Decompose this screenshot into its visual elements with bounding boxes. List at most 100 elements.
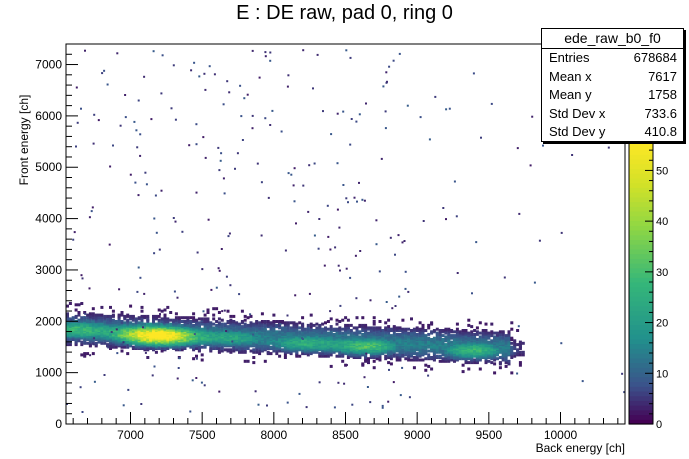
heatmap-cell — [79, 386, 82, 389]
heatmap-cell — [131, 318, 135, 322]
heatmap-cell — [222, 177, 225, 180]
heatmap-cell — [215, 323, 219, 327]
heatmap-cell — [114, 320, 118, 323]
heatmap-cell — [210, 288, 213, 291]
stats-row: Mean y 1758 — [542, 86, 683, 105]
heatmap-cell — [496, 331, 499, 335]
heatmap-cell — [80, 353, 84, 357]
heatmap-cell — [473, 335, 477, 339]
heatmap-cell — [344, 316, 348, 320]
heatmap-cell — [329, 325, 333, 329]
heatmap-cell — [298, 321, 302, 325]
heatmap-cell — [389, 357, 393, 361]
palette-step — [629, 286, 653, 293]
heatmap-cell — [140, 305, 144, 309]
y-tick-label: 1000 — [35, 366, 62, 380]
heatmap-cell — [255, 320, 259, 323]
heatmap-cell — [470, 332, 474, 336]
heatmap-cell — [498, 366, 502, 370]
heatmap-cell — [71, 338, 75, 341]
heatmap-cell — [223, 309, 226, 312]
heatmap-cell — [180, 348, 184, 352]
heatmap-cell — [232, 349, 236, 353]
heatmap-cell — [183, 320, 187, 323]
heatmap-cell — [152, 318, 155, 322]
heatmap-cell — [115, 328, 118, 331]
heatmap-cell — [521, 350, 525, 354]
heatmap-cell — [335, 327, 339, 331]
heatmap-cell — [384, 357, 388, 361]
palette-step — [629, 414, 653, 420]
heatmap-cell — [195, 318, 198, 322]
heatmap-cell — [283, 326, 287, 330]
heatmap-cell — [134, 317, 138, 321]
heatmap-cell — [272, 323, 276, 327]
heatmap-cell — [120, 320, 124, 323]
heatmap-cell — [252, 350, 256, 354]
heatmap-cell — [367, 357, 370, 361]
heatmap-cell — [166, 317, 170, 321]
heatmap-cell — [217, 311, 221, 314]
heatmap-cell — [410, 332, 413, 336]
heatmap-cell — [518, 340, 522, 344]
heatmap-cell — [143, 322, 147, 326]
heatmap-cell — [346, 326, 350, 330]
heatmap-cell — [140, 317, 144, 321]
heatmap-cell — [176, 296, 179, 299]
heatmap-cell — [94, 341, 98, 345]
heatmap-cell — [392, 381, 395, 384]
heatmap-cell — [351, 403, 354, 406]
heatmap-cell — [153, 252, 156, 255]
palette-step — [629, 390, 653, 397]
heatmap-cell — [197, 321, 201, 325]
heatmap-cell — [88, 320, 92, 323]
heatmap-cell — [200, 353, 204, 357]
heatmap-cell — [453, 356, 456, 359]
heatmap-cell — [313, 162, 316, 165]
heatmap-cell — [321, 322, 325, 326]
heatmap-cell — [401, 318, 405, 322]
heatmap-cell — [478, 321, 482, 325]
heatmap-cell — [395, 332, 399, 336]
heatmap-cell — [375, 332, 379, 336]
heatmap-cell — [392, 353, 396, 357]
heatmap-cell — [279, 323, 282, 326]
heatmap-cell — [144, 171, 147, 174]
heatmap-cell — [76, 121, 79, 124]
heatmap-cell — [464, 361, 468, 365]
heatmap-cell — [321, 334, 325, 338]
heatmap-cell — [444, 343, 448, 347]
heatmap-cell — [503, 276, 506, 279]
palette-step — [629, 419, 653, 425]
heatmap-cell — [501, 357, 505, 361]
palette-step — [629, 163, 653, 169]
heatmap-cell — [195, 322, 198, 326]
heatmap-cell — [518, 353, 522, 357]
heatmap-cell — [189, 316, 193, 320]
heatmap-cell — [131, 314, 135, 318]
heatmap-cell — [430, 330, 434, 334]
heatmap-cell — [91, 307, 95, 311]
heatmap-cell — [318, 381, 321, 384]
heatmap-cell — [356, 200, 358, 203]
heatmap-cell — [278, 320, 282, 323]
heatmap-cell — [169, 322, 173, 326]
heatmap-cell — [475, 241, 478, 244]
heatmap-cell — [493, 331, 497, 335]
heatmap-cell — [407, 327, 411, 331]
stats-row: Entries 678684 — [542, 49, 683, 68]
heatmap-cell — [212, 307, 216, 311]
heatmap-cell — [202, 310, 205, 313]
heatmap-cell — [172, 217, 175, 219]
heatmap-cell — [302, 184, 305, 187]
heatmap-cell — [349, 56, 352, 59]
heatmap-cell — [97, 322, 101, 326]
heatmap-cell — [364, 358, 368, 362]
heatmap-cell — [507, 330, 511, 334]
heatmap-cell — [412, 331, 416, 335]
heatmap-cell — [92, 343, 95, 346]
heatmap-cell — [272, 329, 276, 332]
heatmap-cell — [529, 164, 532, 167]
palette-step — [629, 149, 653, 155]
heatmap-cell — [391, 307, 394, 310]
